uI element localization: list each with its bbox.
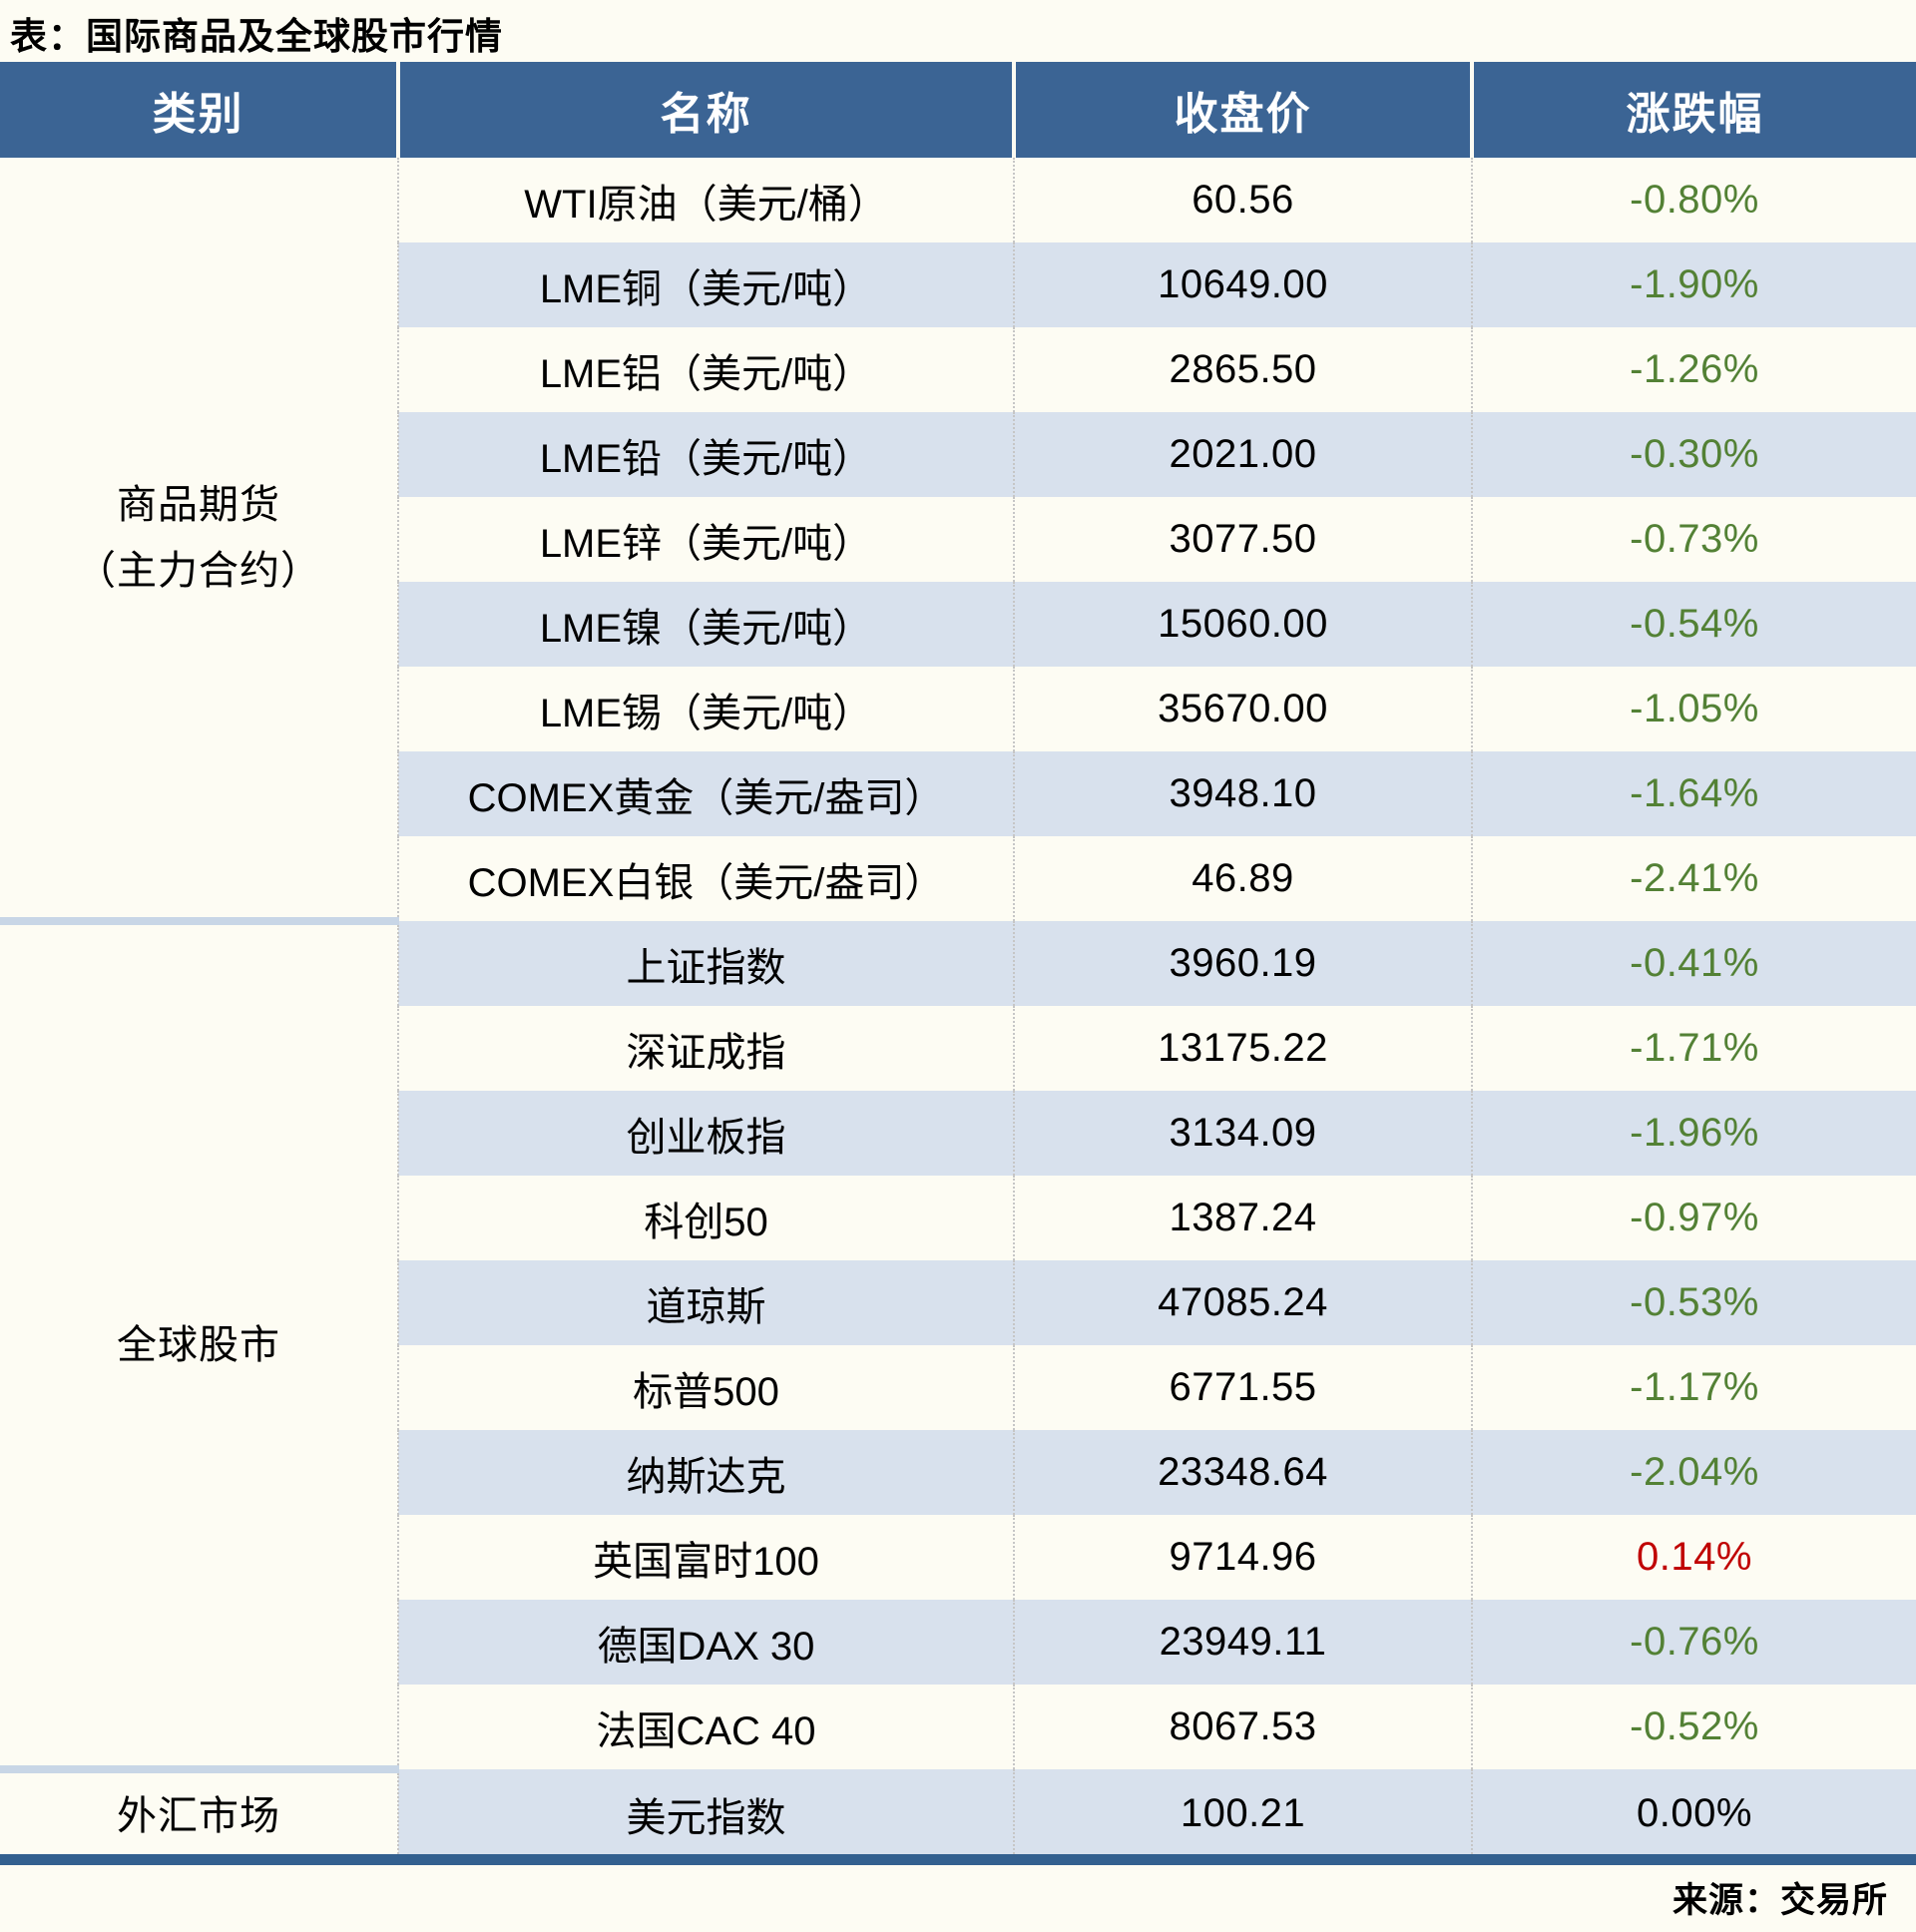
- change-percent: -0.73%: [1471, 497, 1916, 582]
- table-row: 标普500 6771.55 -1.17%: [0, 1345, 1916, 1430]
- instrument-name: 标普500: [397, 1345, 1014, 1430]
- change-percent: -1.71%: [1471, 1006, 1916, 1091]
- close-price: 3960.19: [1013, 921, 1472, 1006]
- change-percent: -0.80%: [1471, 158, 1916, 242]
- category-label: 商品期货: [117, 482, 280, 527]
- change-percent: -0.53%: [1471, 1260, 1916, 1345]
- source-note: 来源：交易所: [1672, 1881, 1888, 1920]
- column-header-close: 收盘价: [1012, 62, 1472, 158]
- change-percent: 0.00%: [1471, 1769, 1916, 1858]
- change-percent: -0.97%: [1471, 1176, 1916, 1260]
- table-row: COMEX黄金（美元/盎司） 3948.10 -1.64%: [0, 751, 1916, 836]
- change-percent: -1.96%: [1471, 1091, 1916, 1176]
- close-price: 9714.96: [1013, 1515, 1472, 1600]
- change-percent: -0.54%: [1471, 582, 1916, 667]
- close-price: 23348.64: [1013, 1430, 1472, 1515]
- instrument-name: LME铝（美元/吨）: [397, 327, 1014, 412]
- table-row: 全球股市 上证指数 3960.19 -0.41%: [0, 917, 1916, 1769]
- close-price: 2021.00: [1013, 412, 1472, 497]
- table-row: LME锡（美元/吨） 35670.00 -1.05%: [0, 667, 1916, 751]
- table-row: 道琼斯 47085.24 -0.53%: [0, 1260, 1916, 1345]
- instrument-name: 德国DAX 30: [397, 1600, 1014, 1685]
- instrument-name: LME铅（美元/吨）: [397, 412, 1014, 497]
- instrument-name: COMEX黄金（美元/盎司）: [397, 751, 1014, 836]
- table-row: 创业板指 3134.09 -1.96%: [0, 1091, 1916, 1176]
- change-percent: -1.17%: [1471, 1345, 1916, 1430]
- market-table: 类别 名称 收盘价 涨跌幅 商品期货 （主力合约） WTI原油（美元/桶） 60…: [0, 62, 1916, 1858]
- table-row: LME铜（美元/吨） 10649.00 -1.90%: [0, 242, 1916, 327]
- category-label: （主力合约）: [76, 548, 321, 593]
- close-price: 60.56: [1013, 158, 1472, 242]
- close-price: 47085.24: [1013, 1260, 1472, 1345]
- close-price: 3948.10: [1013, 751, 1472, 836]
- change-percent: -0.52%: [1471, 1685, 1916, 1769]
- instrument-name: LME锡（美元/吨）: [397, 667, 1014, 751]
- close-price: 15060.00: [1013, 582, 1472, 667]
- table-row: 商品期货 （主力合约） WTI原油（美元/桶） 60.56 -0.80%: [0, 158, 1916, 921]
- change-percent: -1.64%: [1471, 751, 1916, 836]
- close-price: 46.89: [1013, 836, 1472, 921]
- category-label: 全球股市: [117, 1323, 280, 1367]
- change-percent: -0.30%: [1471, 412, 1916, 497]
- table-row: 纳斯达克 23348.64 -2.04%: [0, 1430, 1916, 1515]
- close-price: 2865.50: [1013, 327, 1472, 412]
- change-percent: -1.26%: [1471, 327, 1916, 412]
- close-price: 1387.24: [1013, 1176, 1472, 1260]
- close-price: 3134.09: [1013, 1091, 1472, 1176]
- close-price: 35670.00: [1013, 667, 1472, 751]
- close-price: 6771.55: [1013, 1345, 1472, 1430]
- category-cell: 商品期货 （主力合约）: [0, 158, 398, 921]
- change-percent: -1.90%: [1471, 242, 1916, 327]
- close-price: 3077.50: [1013, 497, 1472, 582]
- instrument-name: LME镍（美元/吨）: [397, 582, 1014, 667]
- header-row: 类别 名称 收盘价 涨跌幅: [0, 62, 1916, 158]
- instrument-name: 科创50: [397, 1176, 1014, 1260]
- category-label: 外汇市场: [117, 1793, 280, 1838]
- instrument-name: LME锌（美元/吨）: [397, 497, 1014, 582]
- column-header-category: 类别: [0, 62, 398, 158]
- table-row: LME铅（美元/吨） 2021.00 -0.30%: [0, 412, 1916, 497]
- close-price: 23949.11: [1013, 1600, 1472, 1685]
- category-cell: 外汇市场: [0, 1765, 398, 1858]
- instrument-name: COMEX白银（美元/盎司）: [397, 836, 1014, 921]
- close-price: 100.21: [1013, 1769, 1472, 1858]
- instrument-name: LME铜（美元/吨）: [397, 242, 1014, 327]
- table-row: 科创50 1387.24 -0.97%: [0, 1176, 1916, 1260]
- table-row: 英国富时100 9714.96 0.14%: [0, 1515, 1916, 1600]
- change-percent: -1.05%: [1471, 667, 1916, 751]
- table-row: 德国DAX 30 23949.11 -0.76%: [0, 1600, 1916, 1685]
- instrument-name: 纳斯达克: [397, 1430, 1014, 1515]
- close-price: 10649.00: [1013, 242, 1472, 327]
- table-row: 法国CAC 40 8067.53 -0.52%: [0, 1685, 1916, 1769]
- change-percent: -2.04%: [1471, 1430, 1916, 1515]
- table-row: LME锌（美元/吨） 3077.50 -0.73%: [0, 497, 1916, 582]
- table-row: 外汇市场 美元指数 100.21 0.00%: [0, 1765, 1916, 1858]
- table-bottom-border: [0, 1854, 1916, 1865]
- instrument-name: 深证成指: [397, 1006, 1014, 1091]
- page-title: 表：国际商品及全球股市行情: [10, 16, 503, 57]
- instrument-name: WTI原油（美元/桶）: [397, 158, 1014, 242]
- change-percent: -0.76%: [1471, 1600, 1916, 1685]
- column-header-name: 名称: [396, 62, 1014, 158]
- table-row: LME铝（美元/吨） 2865.50 -1.26%: [0, 327, 1916, 412]
- change-percent: -0.41%: [1471, 921, 1916, 1006]
- change-percent: 0.14%: [1471, 1515, 1916, 1600]
- close-price: 8067.53: [1013, 1685, 1472, 1769]
- column-header-change: 涨跌幅: [1470, 62, 1916, 158]
- category-cell: 全球股市: [0, 917, 398, 1769]
- close-price: 13175.22: [1013, 1006, 1472, 1091]
- table-row: 深证成指 13175.22 -1.71%: [0, 1006, 1916, 1091]
- instrument-name: 英国富时100: [397, 1515, 1014, 1600]
- instrument-name: 道琼斯: [397, 1260, 1014, 1345]
- instrument-name: 创业板指: [397, 1091, 1014, 1176]
- change-percent: -2.41%: [1471, 836, 1916, 921]
- instrument-name: 美元指数: [397, 1769, 1014, 1858]
- table-row: LME镍（美元/吨） 15060.00 -0.54%: [0, 582, 1916, 667]
- instrument-name: 法国CAC 40: [397, 1685, 1014, 1769]
- instrument-name: 上证指数: [397, 921, 1014, 1006]
- table-row: COMEX白银（美元/盎司） 46.89 -2.41%: [0, 836, 1916, 921]
